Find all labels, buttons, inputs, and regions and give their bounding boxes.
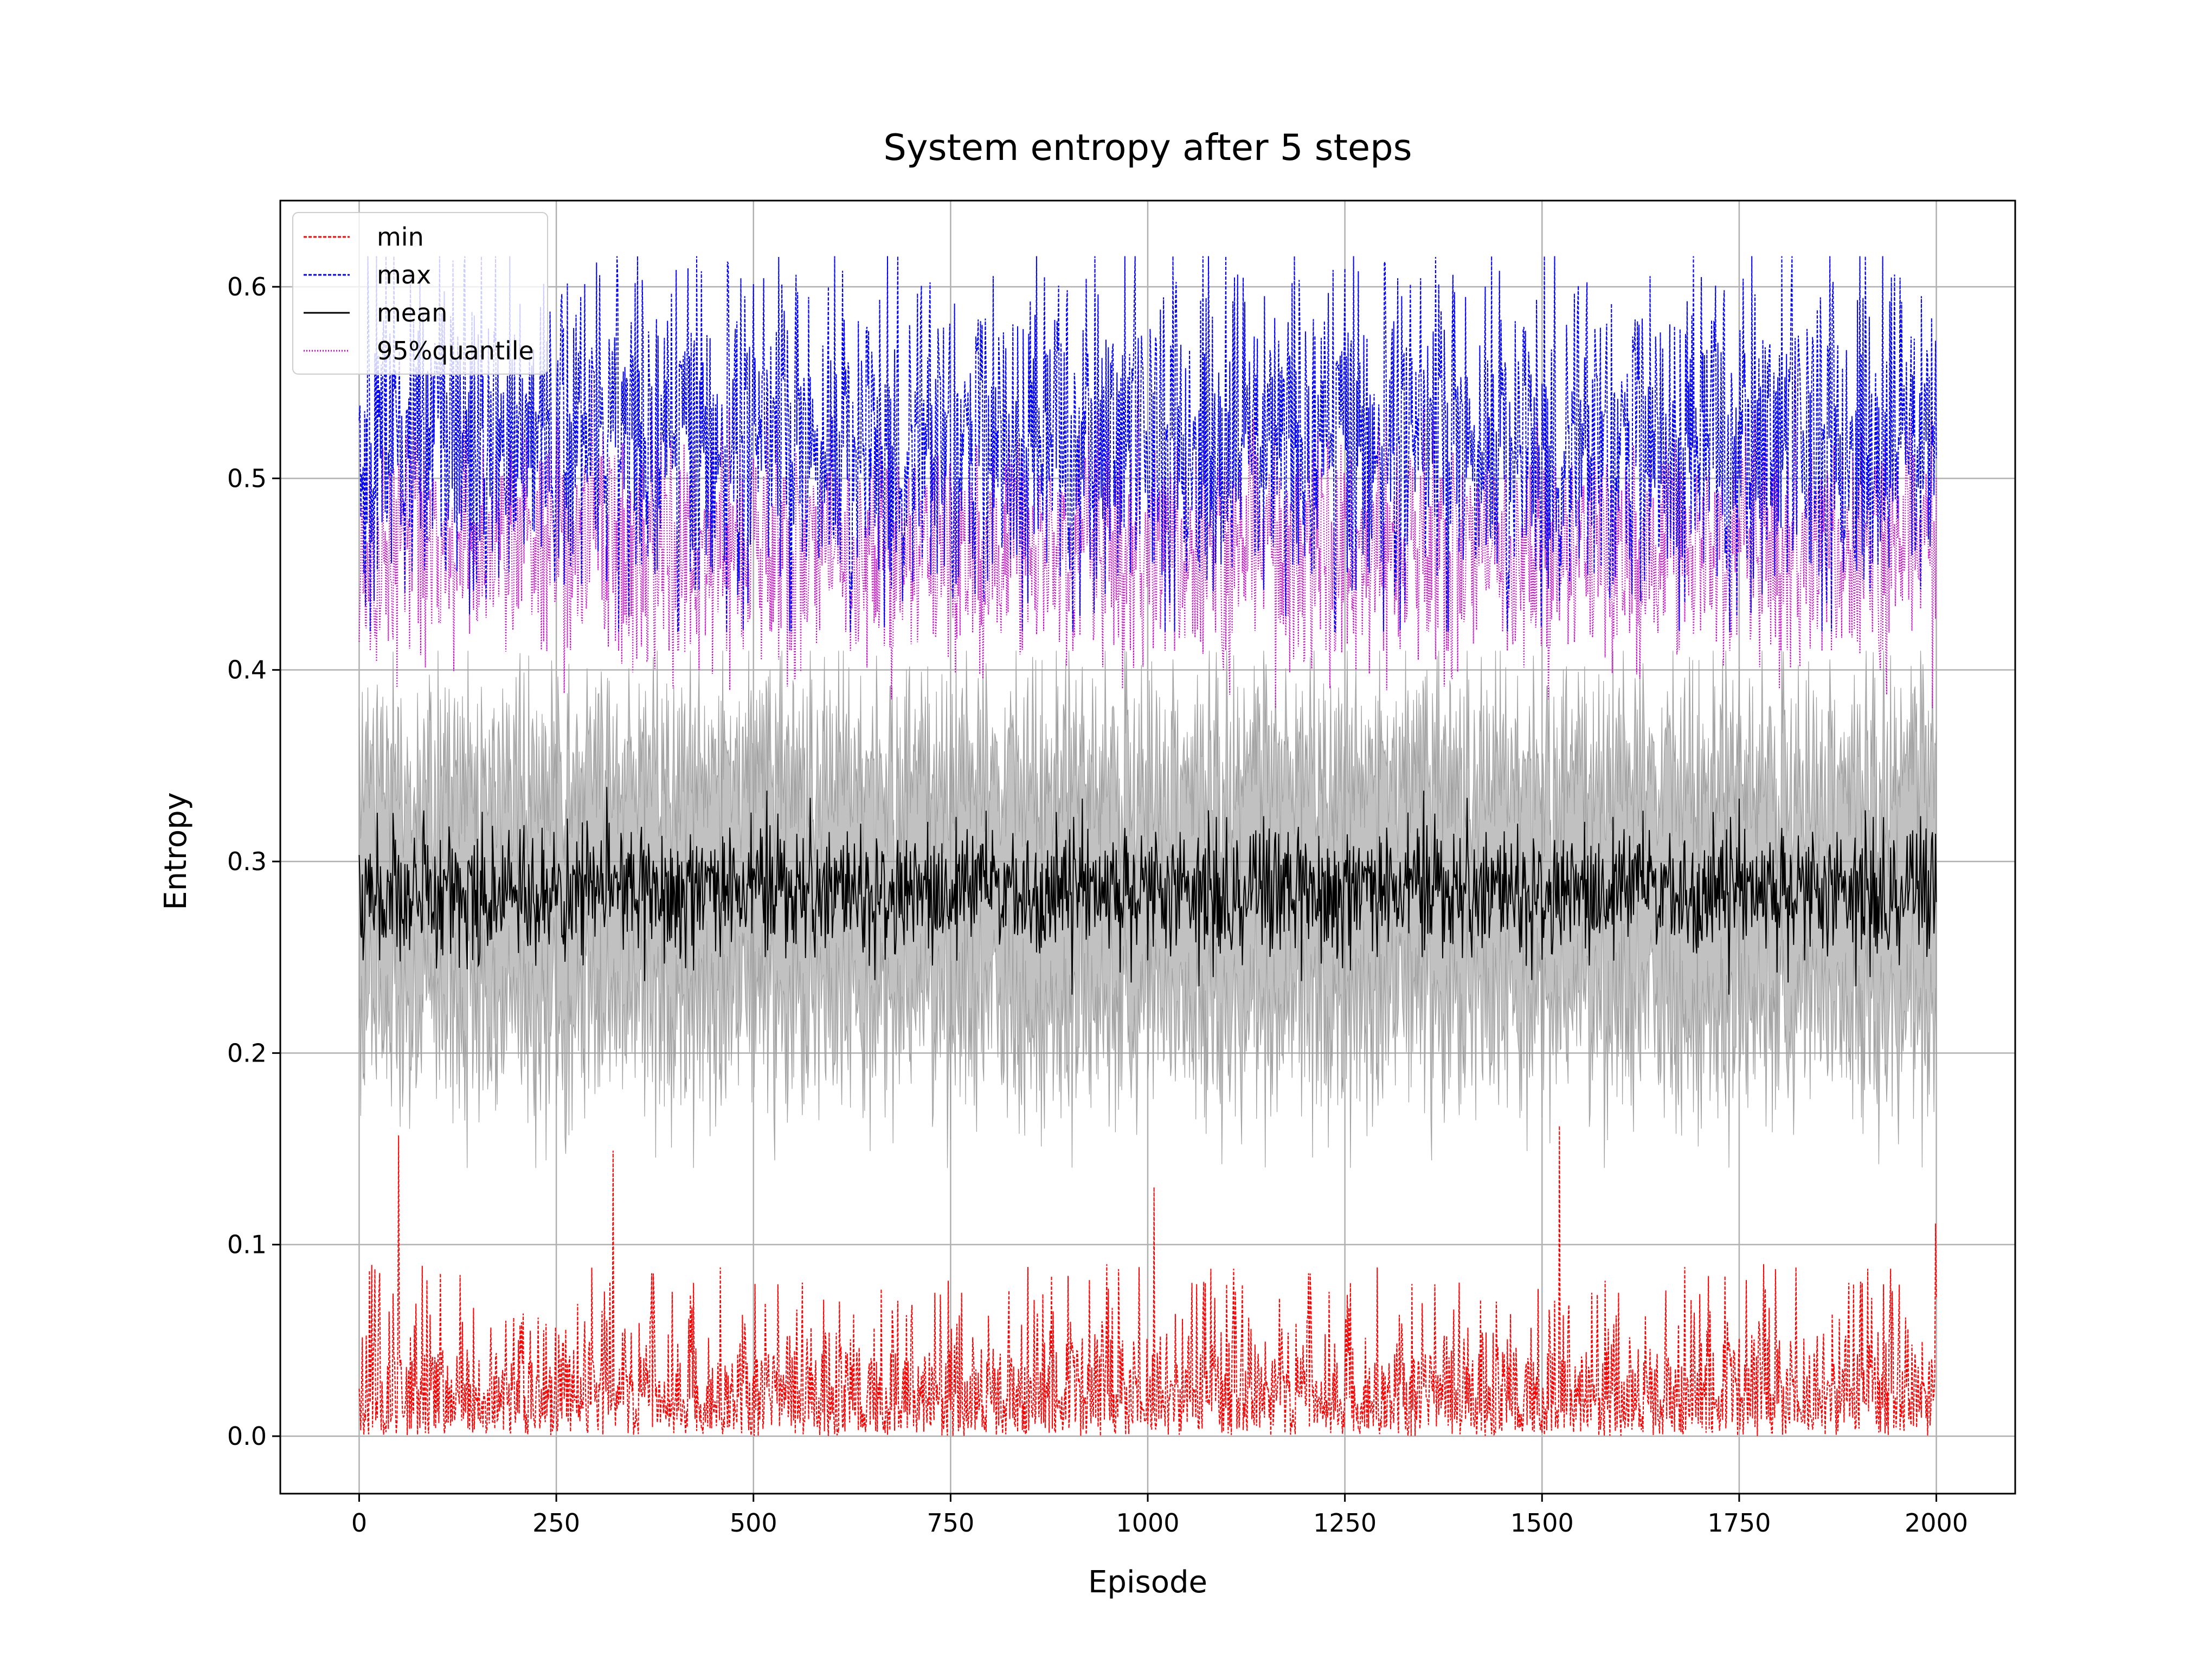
axis-ticks: 0 250 500 750 1000 1250 1500 1750 2000 0.0 0.1 0.2 0…: [227, 272, 1968, 1538]
x-tick-label: 2000: [1905, 1508, 1968, 1538]
x-tick-label: 1750: [1707, 1508, 1771, 1538]
x-tick-label: 1000: [1116, 1508, 1179, 1538]
legend-label: max: [377, 260, 431, 290]
series-line-mean: [358, 787, 1937, 995]
legend-label: min: [377, 222, 424, 252]
x-tick-label: 500: [730, 1508, 777, 1538]
y-tick-label: 0.3: [227, 847, 267, 876]
x-tick-label: 0: [351, 1508, 367, 1538]
y-axis-label: Entropy: [158, 792, 194, 910]
legend: min max mean 95%quantile: [292, 212, 548, 375]
std-band: [358, 651, 1937, 1168]
std-band-area: [358, 651, 1937, 1168]
legend-label: mean: [377, 298, 447, 327]
chart-title: System entropy after 5 steps: [883, 126, 1412, 169]
series-line-min: [358, 1126, 1937, 1436]
y-tick-label: 0.4: [227, 655, 267, 685]
series-line-max: [358, 256, 1937, 632]
x-tick-label: 750: [927, 1508, 974, 1538]
x-tick-label: 250: [532, 1508, 580, 1538]
x-axis-label: Episode: [1088, 1565, 1207, 1600]
x-tick-label: 1500: [1510, 1508, 1574, 1538]
y-tick-label: 0.6: [227, 272, 267, 301]
y-tick-label: 0.1: [227, 1230, 267, 1259]
y-tick-label: 0.0: [227, 1422, 267, 1451]
legend-label: 95%quantile: [377, 336, 534, 365]
x-tick-label: 1250: [1313, 1508, 1377, 1538]
y-tick-label: 0.5: [227, 464, 267, 493]
series-lines: [358, 256, 1937, 1436]
legend-box: [292, 212, 548, 375]
y-tick-label: 0.2: [227, 1038, 267, 1068]
